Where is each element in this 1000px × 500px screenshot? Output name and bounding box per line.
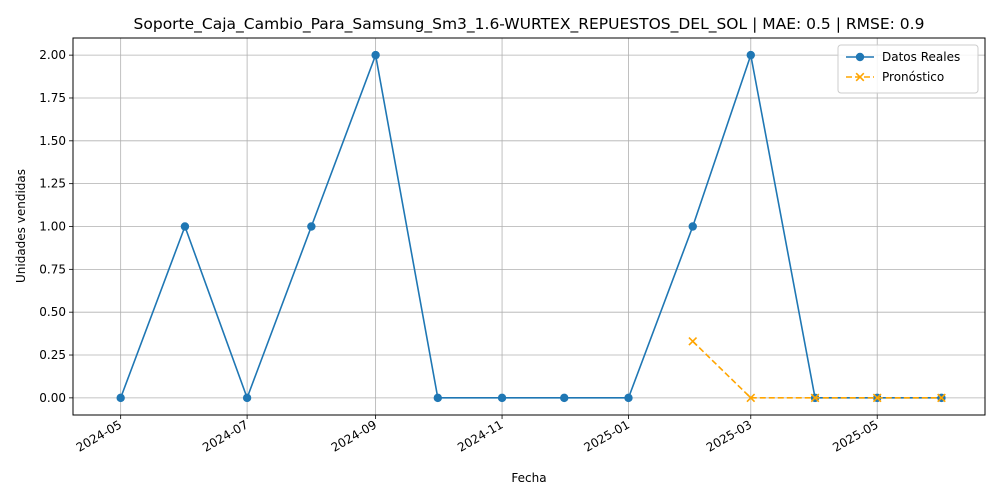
- data-point: [242, 393, 252, 403]
- x-tick-label: 2025-05: [830, 417, 880, 454]
- data-point: [937, 393, 946, 403]
- grid: [73, 38, 985, 415]
- y-tick-label: 1.75: [39, 91, 66, 105]
- plot-series: [116, 50, 946, 403]
- y-tick-label: 0.50: [39, 305, 66, 319]
- x-tick-label: 2025-03: [704, 417, 754, 454]
- data-point: [116, 393, 125, 403]
- y-tick-label: 2.00: [39, 48, 66, 62]
- data-point: [307, 222, 316, 231]
- series-1: [688, 336, 946, 403]
- legend-label: Pronóstico: [882, 70, 944, 84]
- x-tick-label: 2024-11: [455, 417, 505, 454]
- data-point: [746, 50, 755, 60]
- data-point: [688, 222, 697, 231]
- series-line: [692, 340, 942, 399]
- legend-marker: [855, 52, 865, 62]
- y-tick-label: 1.25: [39, 177, 66, 191]
- y-tick-label: 0.00: [39, 391, 66, 405]
- data-point: [688, 336, 698, 346]
- axis-ticks: 0.00 0.25 0.50 0.75 1.00 1.25 1.50 1.75 2.00 2024…: [39, 48, 880, 455]
- x-axis-label: Fecha: [511, 471, 546, 485]
- data-point: [872, 393, 882, 403]
- chart-title: Soporte_Caja_Cambio_Para_Samsung_Sm3_1.6…: [134, 15, 925, 34]
- y-tick-label: 0.25: [39, 348, 66, 362]
- data-point: [371, 50, 380, 60]
- x-tick-label: 2024-05: [74, 417, 124, 454]
- y-tick-label: 0.75: [39, 262, 66, 276]
- legend-entry: Pronóstico: [846, 70, 944, 84]
- x-tick-label: 2024-09: [329, 417, 379, 454]
- series-line: [119, 51, 942, 401]
- data-point: [810, 393, 820, 403]
- y-tick-label: 1.00: [39, 220, 66, 234]
- data-point: [497, 393, 507, 403]
- data-point: [180, 222, 190, 231]
- x-tick-label: 2025-01: [582, 417, 632, 454]
- data-point: [624, 393, 633, 403]
- x-tick-label: 2024-07: [200, 417, 250, 454]
- y-axis-label: Unidades vendidas: [14, 169, 28, 283]
- data-point: [746, 393, 756, 403]
- data-point: [433, 393, 442, 403]
- legend-entry: Datos Reales: [846, 50, 960, 64]
- legend-marker: [855, 72, 865, 82]
- y-tick-label: 1.50: [39, 134, 66, 148]
- legend: Datos Reales Pronóstico: [837, 44, 979, 94]
- legend-label: Datos Reales: [882, 50, 960, 64]
- data-point: [560, 393, 569, 403]
